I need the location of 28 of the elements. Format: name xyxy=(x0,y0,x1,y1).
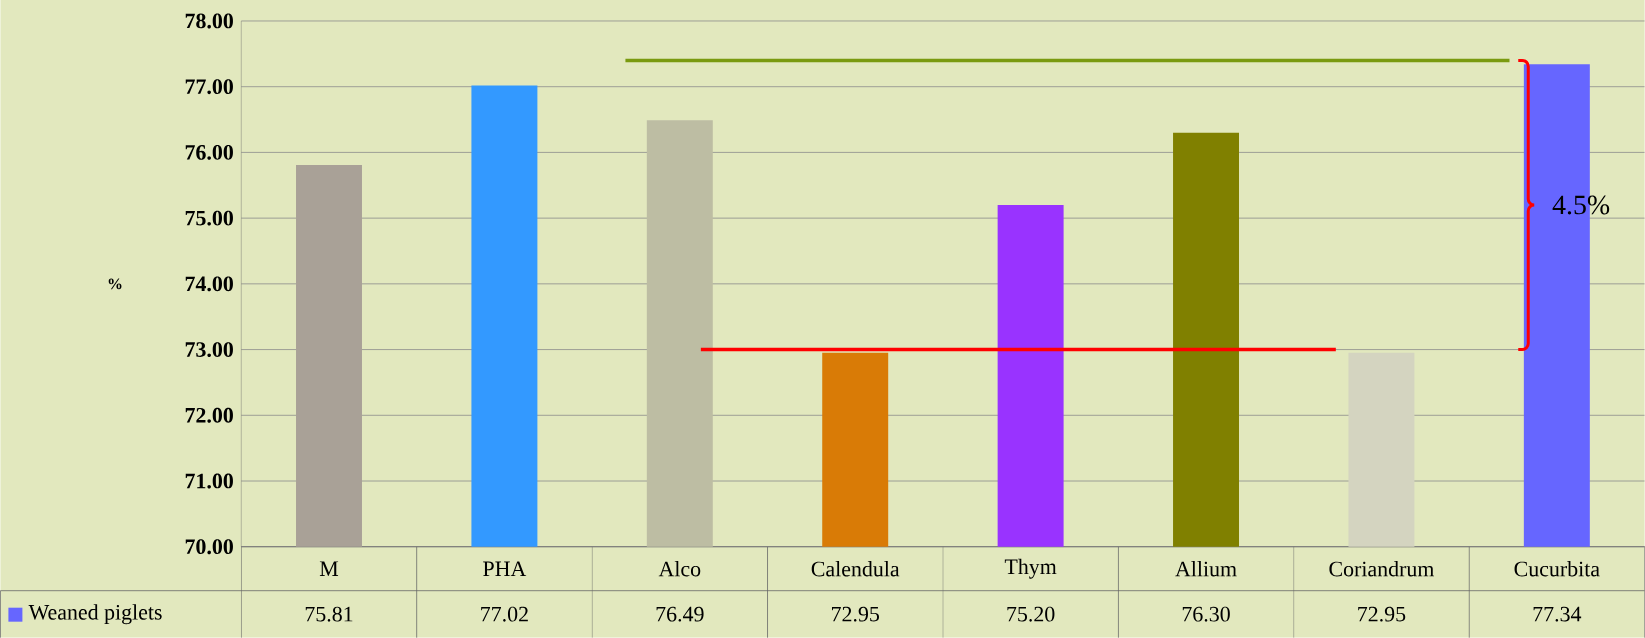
x-tick-label: M xyxy=(319,561,339,576)
y-tick-label: 77.00 xyxy=(185,79,233,95)
data-label: 76.30 xyxy=(1182,606,1230,622)
annotation: 4.5% xyxy=(1552,195,1610,215)
data-label: 77.34 xyxy=(1533,606,1582,622)
data-label: 75.20 xyxy=(1007,606,1055,622)
y-tick-label: 78.00 xyxy=(185,13,233,29)
x-tick-label: Allium xyxy=(1175,560,1237,577)
x-tick-label: PHA xyxy=(483,561,527,576)
x-tick-label: Cucurbita xyxy=(1514,560,1600,577)
y-tick-label: 74.00 xyxy=(185,276,233,292)
x-tick-label: Calendula xyxy=(811,560,900,577)
y-tick-label: 76.00 xyxy=(185,144,233,160)
data-label: 76.49 xyxy=(656,606,704,622)
x-tick-label: Alco xyxy=(658,560,701,577)
y-tick-label: 70.00 xyxy=(185,539,233,555)
x-tick-label: Coriandrum xyxy=(1329,560,1435,577)
y-tick-label: 75.00 xyxy=(185,210,233,226)
data-label: 72.95 xyxy=(1358,606,1406,622)
data-label: 77.02 xyxy=(481,606,528,622)
y-tick-label: 71.00 xyxy=(185,473,233,489)
data-label: 72.95 xyxy=(832,606,880,622)
x-tick-label: Thym xyxy=(1004,558,1057,579)
y-axis-title: % xyxy=(108,278,122,290)
y-tick-label: 72.00 xyxy=(185,407,233,423)
y-tick-label: 73.00 xyxy=(185,342,233,357)
legend-label: Weaned piglets xyxy=(28,604,162,625)
data-label: 75.81 xyxy=(305,606,353,622)
